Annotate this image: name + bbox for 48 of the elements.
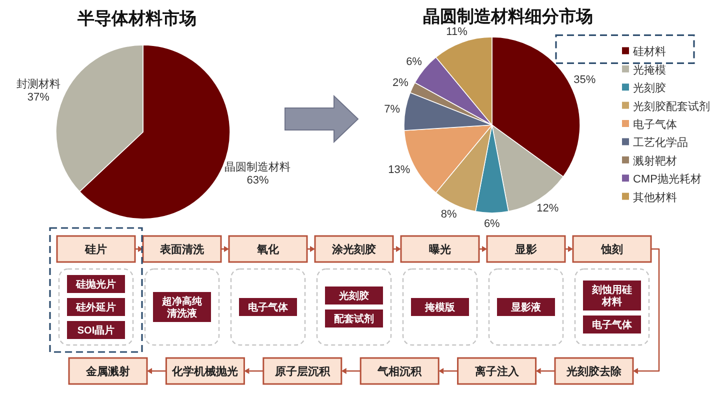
- slice-label: 封测材料: [16, 77, 60, 90]
- data-label: 11%: [446, 26, 468, 38]
- chart-title: 半导体材料市场: [76, 9, 196, 28]
- text: 刻蚀用硅材料: [592, 285, 632, 308]
- text: 显影液: [511, 302, 541, 314]
- legend-label: 硅材料: [632, 45, 666, 58]
- category-label: 曝光: [429, 243, 451, 256]
- legend-label: 光掩模: [633, 63, 666, 76]
- legend-label: CMP抛光耗材: [633, 172, 702, 186]
- chart-title: 晶圆制造材料细分市场: [423, 7, 593, 26]
- category-label: 表面清洗: [159, 243, 205, 256]
- text: SOI晶片: [77, 326, 115, 336]
- category-label: 气相沉积: [376, 365, 423, 378]
- text: 电子气体: [592, 320, 632, 331]
- text: 硅抛光片: [76, 280, 116, 290]
- category-label: 硅片: [84, 243, 107, 256]
- legend-label: 溅射靶材: [633, 154, 677, 168]
- data-label: 6%: [406, 56, 422, 68]
- category-label: 化学机械抛光: [171, 365, 238, 378]
- text: 配套试剂: [334, 314, 374, 325]
- category-label: 氧化: [256, 243, 280, 256]
- data-label: 37%: [27, 91, 50, 104]
- category-label: 离子注入: [474, 365, 520, 378]
- slice-label: 晶圆制造材料: [224, 160, 291, 174]
- category-label: 原子层沉积: [274, 365, 331, 378]
- text: 电子气体: [248, 302, 288, 314]
- category-label: 金属溅射: [85, 365, 130, 378]
- text: 掩模版: [425, 302, 455, 314]
- text: 光刻胶: [339, 291, 369, 302]
- data-label: 13%: [388, 164, 410, 176]
- data-label: 12%: [536, 202, 559, 215]
- legend-label: 光刻胶: [633, 82, 666, 95]
- category-label: 涂光刻胶: [331, 243, 376, 256]
- category-label: 蚀刻: [600, 243, 623, 256]
- data-label: 7%: [384, 104, 400, 116]
- data-label: 63%: [246, 174, 269, 187]
- legend-label: 其他材料: [633, 190, 677, 204]
- category-label: 光刻胶去除: [566, 365, 622, 378]
- text: 硅外延片: [76, 302, 116, 314]
- legend-label: 光刻胶配套试剂: [633, 100, 710, 113]
- data-label: 35%: [574, 74, 596, 86]
- text: 超净高纯清洗液: [162, 296, 202, 320]
- data-label: 6%: [484, 218, 500, 230]
- category-label: 显影: [514, 243, 537, 256]
- data-label: 8%: [440, 208, 458, 221]
- legend-label: 工艺化学品: [633, 136, 688, 150]
- data-label: 2%: [392, 76, 409, 89]
- legend-label: 电子气体: [633, 118, 677, 131]
